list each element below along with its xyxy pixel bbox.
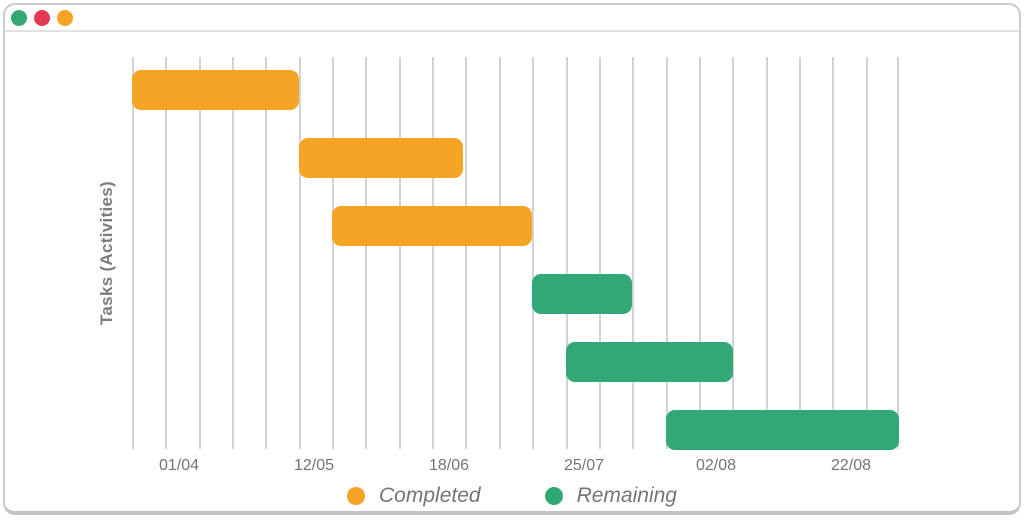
x-tick-label: 18/06: [428, 457, 470, 474]
x-tick-label: 02/08: [695, 457, 737, 474]
gridline: [532, 57, 534, 449]
gridline: [465, 57, 467, 449]
legend-swatch-completed-icon: [347, 487, 366, 505]
legend-swatch-remaining-icon: [544, 487, 563, 505]
gridline: [832, 57, 834, 449]
gridline: [365, 57, 367, 449]
x-tick-label: 01/04: [158, 457, 200, 474]
gantt-bar-remaining-4: [532, 274, 632, 314]
gridline: [766, 57, 768, 449]
x-tick-label: 22/08: [830, 457, 872, 474]
gridline: [332, 57, 334, 449]
x-tick-label: 12/05: [293, 457, 335, 474]
legend-item-completed: Completed: [347, 484, 481, 508]
x-tick-label: 25/07: [563, 457, 605, 474]
traffic-light-green-icon[interactable]: [11, 9, 27, 26]
window-titlebar: [5, 5, 1019, 32]
plot-area: [132, 57, 899, 450]
y-axis-label: Tasks (Activities): [97, 181, 116, 325]
gridline: [265, 57, 267, 449]
legend-item-remaining: Remaining: [544, 484, 677, 508]
legend-label: Completed: [379, 484, 481, 507]
gridline: [699, 57, 701, 449]
gridline: [666, 57, 668, 449]
gridline: [232, 57, 234, 449]
gantt-bar-completed-3: [332, 206, 532, 246]
gridline: [199, 57, 201, 449]
gridline: [132, 57, 134, 449]
gridline: [599, 57, 601, 449]
gridline: [632, 57, 634, 449]
gridline: [399, 57, 401, 449]
gantt-bar-remaining-5: [566, 342, 733, 382]
gridline: [165, 57, 167, 449]
gridline: [566, 57, 568, 449]
app-window: Tasks (Activities) 01/04 12/05 18/06 25/07 0…: [3, 3, 1021, 515]
gridline: [432, 57, 434, 449]
gridline: [866, 57, 868, 449]
gantt-bar-remaining-6: [666, 410, 899, 450]
traffic-light-orange-icon[interactable]: [57, 9, 73, 26]
gridline: [499, 57, 501, 449]
chart-legend: Completed Remaining: [5, 482, 1019, 510]
gridline: [299, 57, 301, 449]
gridline: [897, 57, 899, 449]
legend-label: Remaining: [576, 484, 677, 507]
gridline: [799, 57, 801, 449]
traffic-light-red-icon[interactable]: [34, 9, 50, 26]
gantt-bar-completed-1: [132, 70, 299, 110]
gridline: [732, 57, 734, 449]
gantt-bar-completed-2: [299, 138, 463, 178]
